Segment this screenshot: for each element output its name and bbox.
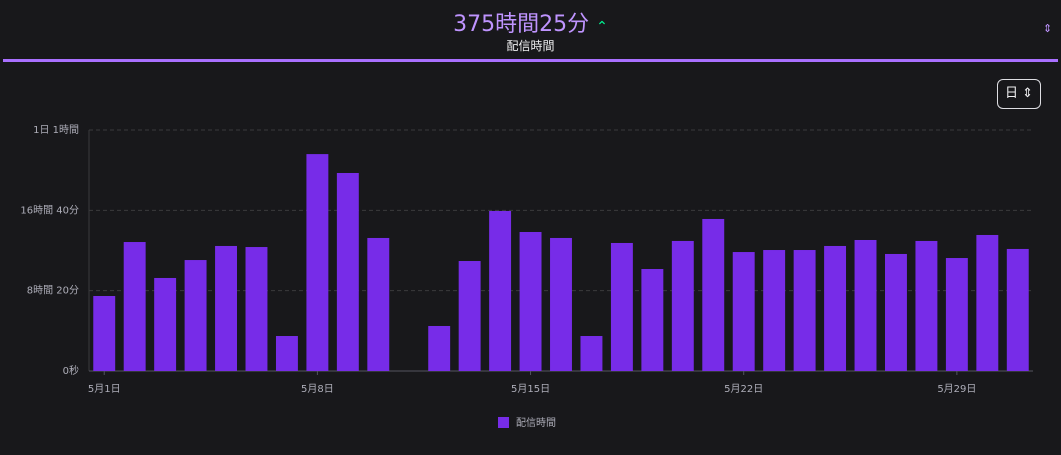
header (0, 0, 1061, 59)
bar (123, 242, 146, 371)
bar (854, 239, 877, 371)
bar (976, 234, 999, 371)
bar (580, 336, 603, 371)
bar (824, 245, 847, 371)
x-tick-label: 5月8日 (301, 383, 334, 395)
bar (550, 237, 572, 371)
bar (671, 240, 694, 371)
bar (306, 154, 329, 371)
bar (610, 242, 633, 371)
bar (93, 296, 116, 371)
legend-swatch (498, 417, 509, 428)
bar (793, 250, 816, 371)
bar (245, 247, 268, 371)
period-dropdown[interactable]: 日 ⇕ (997, 79, 1041, 109)
y-tick-label: 0秒 (63, 364, 79, 377)
header-value: 375時間25分 ⌃ (0, 6, 1061, 38)
y-tick-label: 16時間 40分 (20, 204, 79, 216)
y-tick-label: 1日 1時間 (33, 124, 79, 136)
bar (367, 237, 390, 371)
total-value: 375時間25分 (453, 12, 590, 37)
bar (915, 240, 938, 371)
bar (154, 277, 177, 371)
bar (275, 336, 298, 371)
bar (519, 231, 542, 371)
bar (428, 325, 451, 371)
bar (489, 210, 512, 371)
bar (945, 258, 968, 371)
bar (215, 245, 237, 371)
period-label: 日 (1004, 86, 1018, 101)
trend-arrow: ⌃ (596, 19, 608, 35)
bar (1006, 248, 1029, 371)
bar (184, 260, 207, 371)
bar (732, 252, 755, 371)
y-tick-label: 8時間 20分 (27, 285, 79, 297)
x-tick-label: 5月1日 (88, 383, 121, 395)
bar (763, 250, 786, 371)
bar (885, 253, 907, 371)
selected-underline (3, 59, 1058, 62)
x-tick-label: 5月22日 (724, 383, 763, 395)
bar (641, 269, 664, 371)
bar (702, 218, 725, 371)
sort-toggle[interactable]: ⇕ (1043, 22, 1053, 35)
legend-label: 配信時間 (516, 417, 556, 429)
x-tick-label: 5月15日 (511, 383, 550, 395)
bar (336, 172, 359, 371)
x-tick-label: 5月29日 (937, 383, 976, 395)
header-label: 配信時間 (506, 39, 555, 53)
bar (458, 261, 481, 371)
